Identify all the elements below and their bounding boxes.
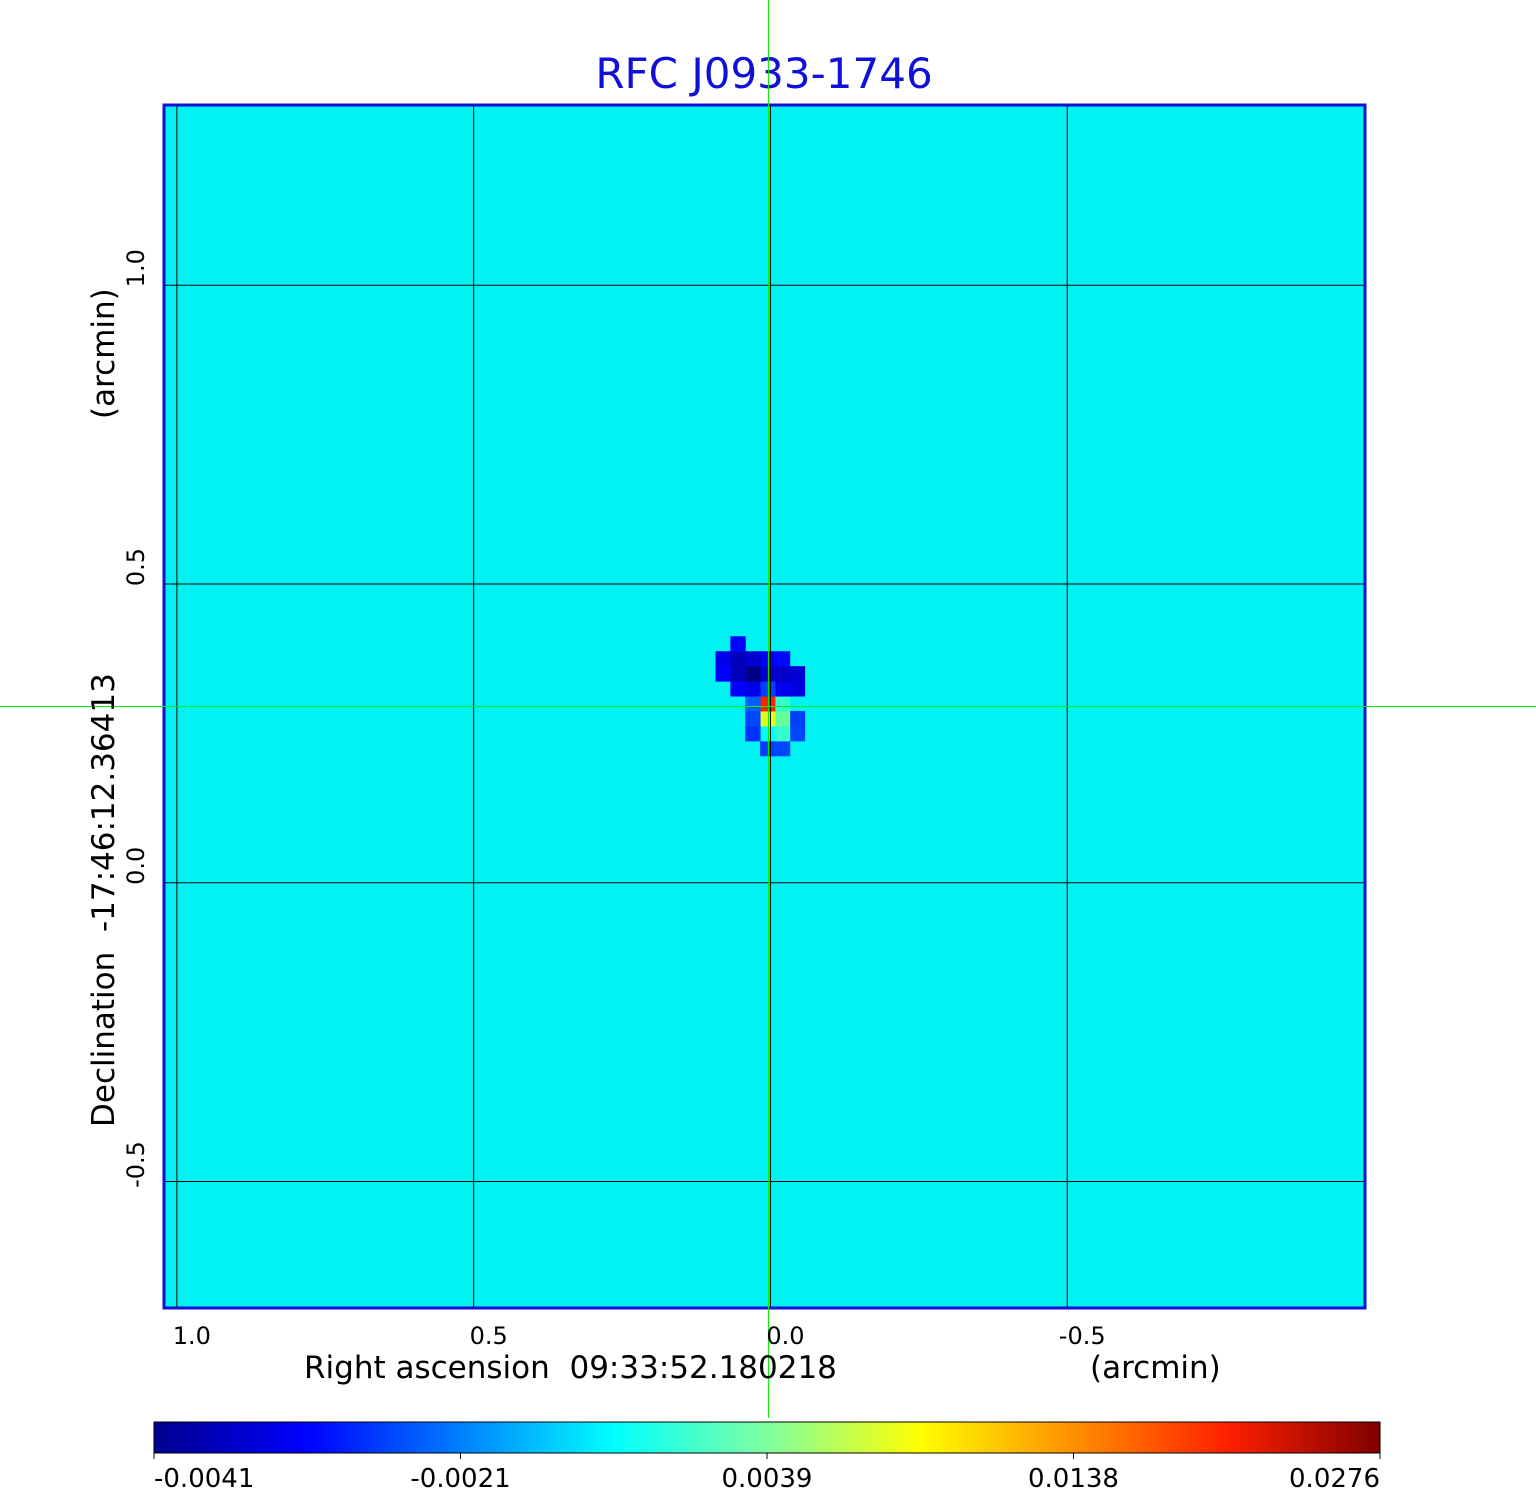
heatmap-pixel	[715, 651, 731, 667]
y-tick-label: 0.5	[122, 548, 150, 586]
x-tick-label: -0.5	[1059, 1322, 1106, 1350]
heatmap-pixel	[745, 681, 761, 697]
x-tick-label: 0.5	[470, 1322, 508, 1350]
heatmap-pixel	[730, 651, 746, 667]
heatmap-pixel	[745, 696, 761, 712]
heatmap-pixel	[774, 681, 791, 697]
heatmap-pixels	[715, 636, 806, 757]
heatmap-pixel	[745, 651, 761, 667]
heatmap-pixel	[730, 681, 746, 697]
heatmap-pixel	[789, 666, 806, 682]
crosshair	[0, 0, 1536, 1418]
y-tick-label: 0.0	[122, 847, 150, 885]
heatmap-pixel	[760, 740, 776, 757]
x-axis-unit: (arcmin)	[1090, 1350, 1221, 1386]
y-tick-label: 1.0	[122, 249, 150, 287]
heatmap-pixel	[730, 666, 746, 682]
x-tick-labels: 1.0 0.5 0.0 -0.5	[173, 1322, 1106, 1350]
heatmap-pixel	[715, 666, 731, 682]
colorbar-tick-label: 0.0039	[722, 1464, 813, 1494]
heatmap-pixel	[774, 725, 791, 742]
heatmap-pixel	[745, 666, 761, 682]
heatmap-pixel	[760, 725, 776, 742]
colorbar-ticks: -0.0041 -0.0021 0.0039 0.0138 0.0276	[153, 1453, 1381, 1494]
heatmap-pixel	[760, 666, 776, 682]
y-tick-labels: 1.0 0.5 0.0 -0.5	[122, 249, 150, 1188]
colorbar-tick-label: -0.0041	[154, 1464, 254, 1494]
heatmap-pixel	[760, 710, 776, 727]
heatmap-pixel	[745, 710, 761, 727]
heatmap-pixel	[789, 725, 806, 742]
colorbar-tick-label: 0.0138	[1028, 1464, 1119, 1494]
colorbar: -0.0041 -0.0021 0.0039 0.0138 0.0276	[153, 1421, 1381, 1494]
heatmap-pixel	[730, 636, 746, 652]
colorbar-tick-label: -0.0021	[410, 1464, 510, 1494]
colorbar-gradient	[153, 1421, 1381, 1454]
heatmap-pixel	[760, 696, 776, 712]
heatmap-pixel	[760, 651, 776, 667]
heatmap-pixel	[774, 696, 791, 712]
x-tick-label: 0.0	[766, 1322, 804, 1350]
x-axis-label: Right ascension 09:33:52.180218	[304, 1350, 837, 1386]
heatmap-pixel	[774, 651, 791, 667]
heatmap-pixel	[789, 710, 806, 727]
y-tick-label: -0.5	[122, 1141, 150, 1188]
y-axis-unit: (arcmin)	[86, 288, 122, 419]
colorbar-tick-label: 0.0276	[1289, 1464, 1380, 1494]
heatmap-pixel	[789, 681, 806, 697]
heatmap-pixel	[774, 666, 791, 682]
heatmap-pixel	[774, 740, 791, 757]
chart-title: RFC J0933-1746	[595, 49, 932, 98]
heatmap-pixel	[745, 725, 761, 742]
heatmap-pixel	[760, 681, 776, 697]
y-axis-label: Declination -17:46:12.36413	[86, 673, 122, 1127]
x-tick-label: 1.0	[173, 1322, 211, 1350]
heatmap-pixel	[774, 710, 791, 727]
